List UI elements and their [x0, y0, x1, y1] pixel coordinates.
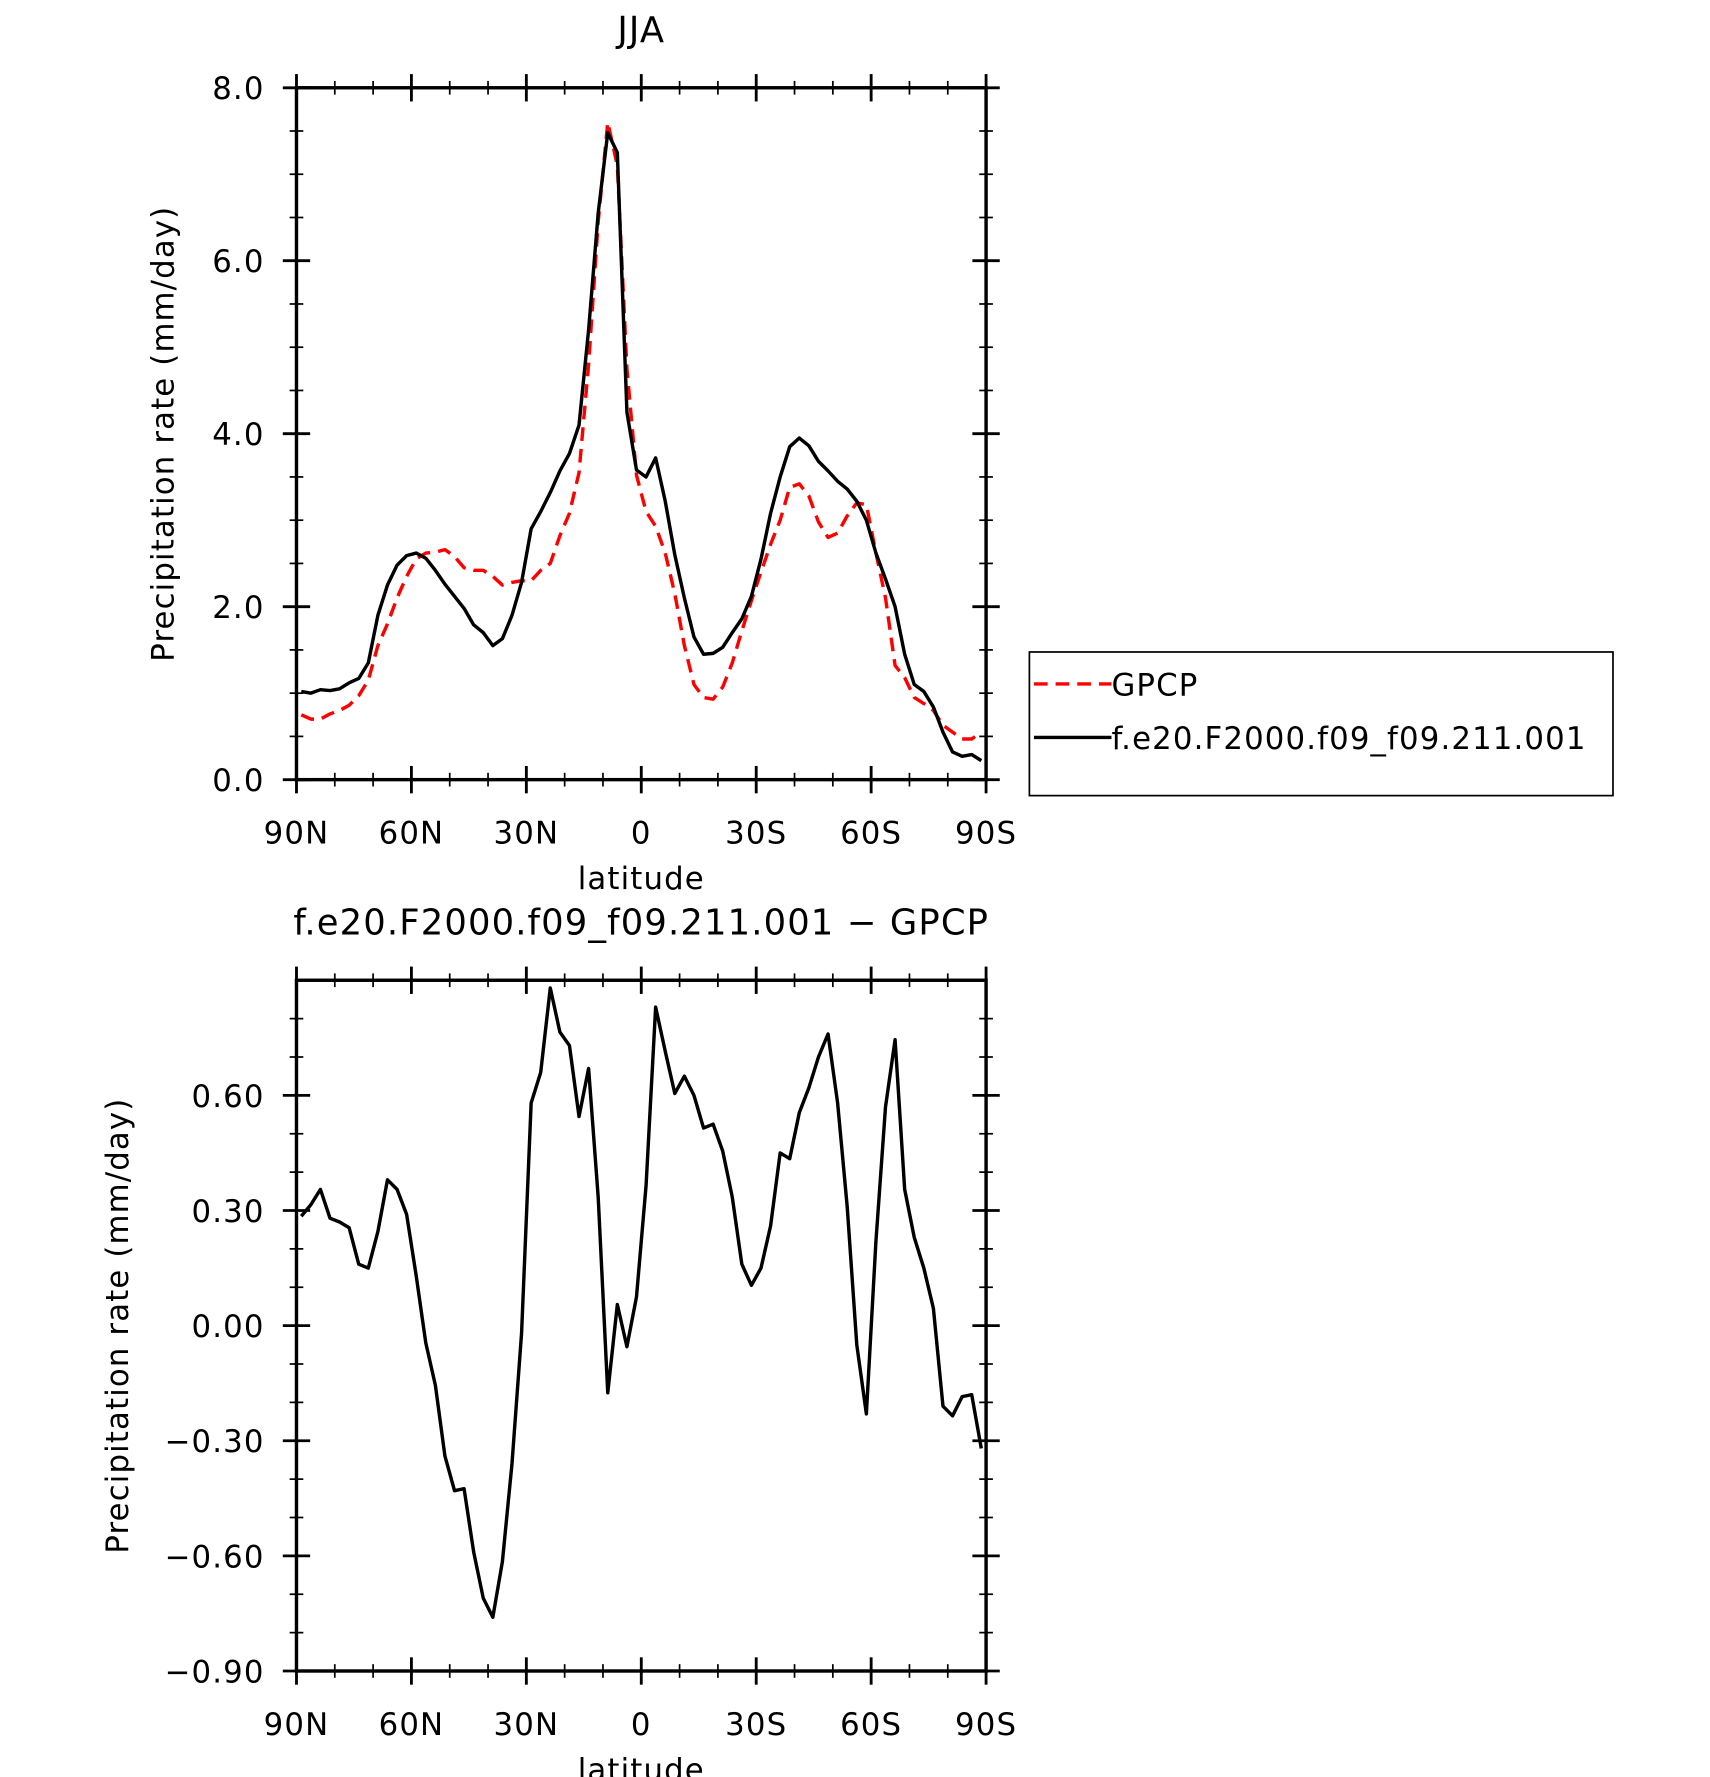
x-tick-label: 90N [264, 1707, 330, 1743]
x-tick-label: 90N [264, 815, 330, 851]
x-axis-label: latitude [578, 861, 705, 897]
y-tick-label: 0.00 [192, 1309, 265, 1345]
x-tick-label: 30N [494, 1707, 560, 1743]
x-tick-label: 0 [631, 1707, 652, 1743]
legend-label: f.e20.F2000.f09_f09.211.001 [1111, 721, 1586, 757]
data-line [300, 120, 983, 741]
y-axis-label: Precipitation rate (mm/day) [100, 1098, 136, 1554]
plot-frame [294, 86, 988, 782]
y-tick-label: 0.30 [192, 1194, 265, 1230]
y-tick-label: 4.0 [212, 417, 264, 453]
x-tick-label: 30S [725, 815, 787, 851]
x-tick-label: 60S [840, 815, 902, 851]
x-tick-label: 90S [955, 1707, 1017, 1743]
chart-title: JJA [615, 10, 665, 51]
y-tick-label: 6.0 [212, 244, 264, 280]
x-tick-label: 30N [494, 815, 560, 851]
legend-label: GPCP [1111, 667, 1198, 703]
data-line [299, 986, 983, 1619]
y-tick-label: −0.30 [165, 1424, 265, 1460]
x-tick-label: 60N [379, 1707, 445, 1743]
y-tick-label: 0.0 [212, 763, 264, 799]
x-axis-label: latitude [578, 1752, 705, 1777]
y-tick-label: 2.0 [212, 590, 264, 626]
y-tick-label: −0.60 [165, 1539, 265, 1575]
data-line [300, 131, 983, 763]
y-tick-label: 0.60 [192, 1079, 265, 1115]
x-tick-label: 60N [379, 815, 445, 851]
y-axis-label: Precipitation rate (mm/day) [145, 206, 181, 662]
chart-title: f.e20.F2000.f09_f09.211.001 − GPCP [293, 903, 989, 944]
y-tick-label: −0.90 [165, 1654, 265, 1690]
legend-box [1028, 651, 1614, 797]
y-tick-label: 8.0 [212, 71, 264, 107]
plot-frame [294, 978, 988, 1673]
x-tick-label: 30S [725, 1707, 787, 1743]
x-tick-label: 0 [631, 815, 652, 851]
x-tick-label: 60S [840, 1707, 902, 1743]
x-tick-label: 90S [955, 815, 1017, 851]
